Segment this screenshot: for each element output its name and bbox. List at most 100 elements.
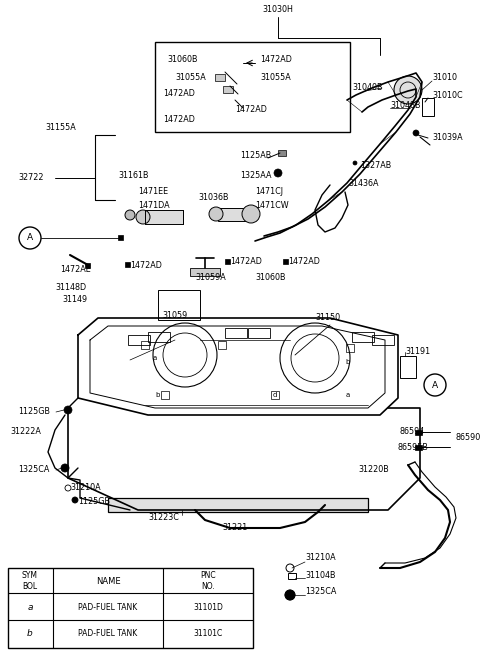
Text: 1327AB: 1327AB [360, 160, 391, 170]
Text: 1325AA: 1325AA [240, 170, 272, 179]
Text: 1472AD: 1472AD [130, 261, 162, 269]
Text: a: a [346, 392, 350, 398]
Bar [352, 332, 374, 342]
Text: b: b [27, 629, 33, 639]
Text: 31036B: 31036B [198, 193, 228, 202]
Bar [223, 86, 233, 93]
Text: 1325CA: 1325CA [305, 588, 336, 597]
Text: 31060B: 31060B [255, 274, 286, 282]
Text: 31161B: 31161B [118, 170, 148, 179]
Circle shape [136, 210, 150, 224]
Bar [218, 341, 226, 349]
Text: 1471CJ: 1471CJ [255, 187, 283, 196]
Text: NAME: NAME [96, 576, 120, 586]
Circle shape [242, 205, 260, 223]
Text: 31101C: 31101C [193, 629, 223, 639]
Bar [400, 356, 416, 378]
Bar [155, 42, 350, 132]
Text: 31155A: 31155A [45, 124, 76, 132]
Bar [190, 268, 220, 276]
Text: 1471CW: 1471CW [255, 200, 288, 210]
Circle shape [64, 406, 72, 414]
Text: 1472AD: 1472AD [163, 90, 195, 98]
Text: 1471DA: 1471DA [138, 200, 169, 210]
Circle shape [125, 210, 135, 220]
Text: 31149: 31149 [62, 295, 87, 305]
Bar [141, 341, 149, 349]
Text: 86595B: 86595B [398, 443, 429, 451]
Text: 31059A: 31059A [195, 274, 226, 282]
Bar [8, 568, 253, 648]
Bar [415, 445, 422, 450]
Text: 31048B: 31048B [390, 100, 420, 109]
Text: a: a [27, 603, 33, 612]
Text: 31148D: 31148D [55, 284, 86, 293]
Bar [248, 328, 270, 338]
Text: 31059: 31059 [162, 310, 187, 320]
Text: 31191: 31191 [405, 348, 430, 356]
Text: 1471EE: 1471EE [138, 187, 168, 196]
Bar [118, 235, 123, 240]
Text: 86590: 86590 [455, 434, 480, 443]
Bar [271, 391, 279, 399]
Text: 31060B: 31060B [167, 56, 197, 64]
Text: A: A [27, 233, 33, 242]
Text: 32722: 32722 [18, 174, 44, 183]
Bar [158, 290, 200, 320]
Circle shape [353, 161, 357, 165]
Text: 31039A: 31039A [432, 134, 463, 143]
Bar [283, 259, 288, 264]
Text: 31010: 31010 [432, 73, 457, 83]
Text: 31222A: 31222A [10, 428, 41, 436]
Bar [125, 262, 130, 267]
Bar [218, 208, 250, 221]
Text: 31150: 31150 [315, 314, 340, 322]
Text: b: b [156, 392, 160, 398]
Bar [372, 335, 394, 345]
Bar [422, 98, 434, 116]
Bar [288, 573, 296, 579]
Text: 31010C: 31010C [432, 90, 463, 100]
Bar [108, 498, 368, 512]
Text: 1472AD: 1472AD [288, 257, 320, 267]
Text: 1472AD: 1472AD [163, 115, 195, 124]
Bar [161, 391, 169, 399]
Text: PAD-FUEL TANK: PAD-FUEL TANK [78, 629, 138, 639]
Text: 31221: 31221 [222, 523, 247, 533]
Text: a: a [153, 355, 157, 361]
Circle shape [61, 464, 69, 472]
Text: 31101D: 31101D [193, 603, 223, 612]
Circle shape [274, 169, 282, 177]
Text: 1472AD: 1472AD [230, 257, 262, 267]
Text: PAD-FUEL TANK: PAD-FUEL TANK [78, 603, 138, 612]
Text: 31040B: 31040B [352, 83, 383, 92]
Text: 1125GB: 1125GB [18, 407, 50, 417]
Circle shape [72, 497, 78, 503]
Bar [85, 263, 90, 268]
Text: 31223C: 31223C [148, 514, 179, 523]
Text: SYM
BOL: SYM BOL [22, 571, 38, 591]
Circle shape [413, 130, 419, 136]
Text: PNC
NO.: PNC NO. [200, 571, 216, 591]
Bar [225, 259, 230, 264]
Text: 31210A: 31210A [70, 483, 101, 493]
Text: 31030H: 31030H [263, 5, 293, 14]
Text: 86594: 86594 [400, 428, 425, 436]
Text: 31055A: 31055A [260, 73, 291, 83]
Text: 1325CA: 1325CA [18, 466, 49, 474]
Bar [145, 210, 183, 224]
Text: d: d [273, 392, 277, 398]
Text: b: b [346, 359, 350, 365]
Text: 1472AD: 1472AD [235, 105, 267, 115]
Bar [225, 328, 247, 338]
Bar [415, 430, 422, 435]
Bar [128, 335, 150, 345]
Bar [278, 150, 286, 156]
Circle shape [209, 207, 223, 221]
Circle shape [394, 76, 422, 104]
Circle shape [285, 590, 295, 600]
Text: 31436A: 31436A [348, 179, 379, 187]
Text: 1125GB: 1125GB [78, 498, 110, 506]
Text: 31210A: 31210A [305, 553, 336, 563]
Text: 31104B: 31104B [305, 571, 336, 580]
